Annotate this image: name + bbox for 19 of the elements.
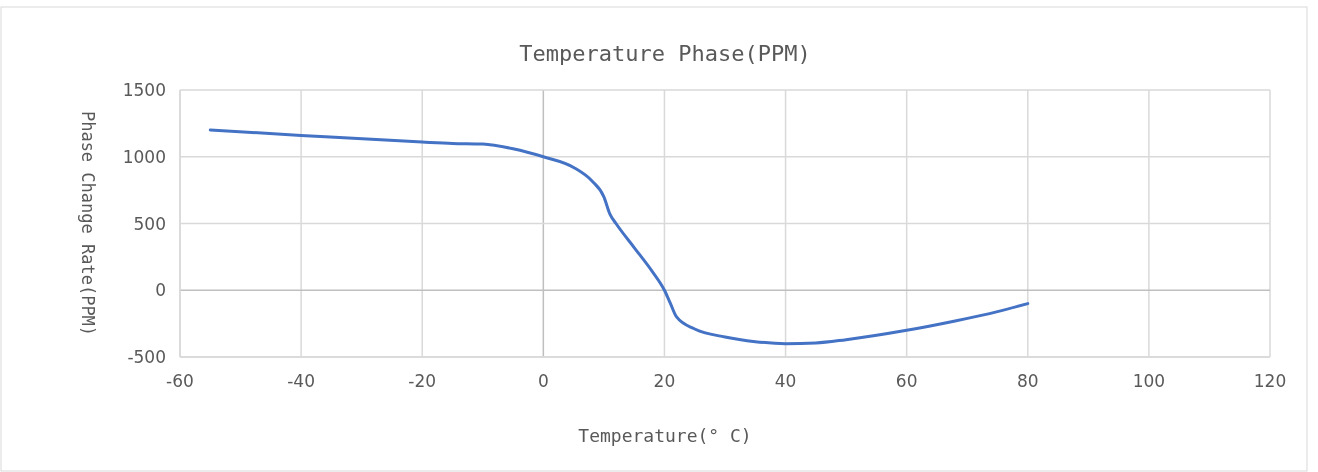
x-tick-label: -40 [287, 371, 315, 391]
x-tick-label: 60 [895, 371, 918, 391]
y-tick-label: 1000 [122, 146, 166, 167]
x-tick-label: 20 [653, 371, 676, 391]
x-tick-label: 0 [537, 371, 549, 391]
x-tick-label: 120 [1253, 371, 1287, 391]
x-tick-label: 100 [1132, 371, 1166, 391]
chart-title: Temperature Phase(PPM) [519, 41, 811, 66]
y-tick-label: 1500 [122, 80, 166, 100]
x-tick-label: 40 [774, 371, 797, 391]
y-tick-label: 500 [133, 213, 166, 234]
x-tick-label: -20 [408, 371, 437, 391]
x-tick-label: 80 [1016, 371, 1039, 391]
y-tick-label: 0 [155, 280, 166, 301]
x-tick-label: -60 [166, 371, 194, 391]
line-series [208, 128, 1030, 346]
y-tick-label: -500 [127, 347, 166, 367]
x-axis-title: Temperature(° C) [578, 425, 752, 446]
y-axis-title: Phase Change Rate(PPM) [78, 110, 98, 337]
